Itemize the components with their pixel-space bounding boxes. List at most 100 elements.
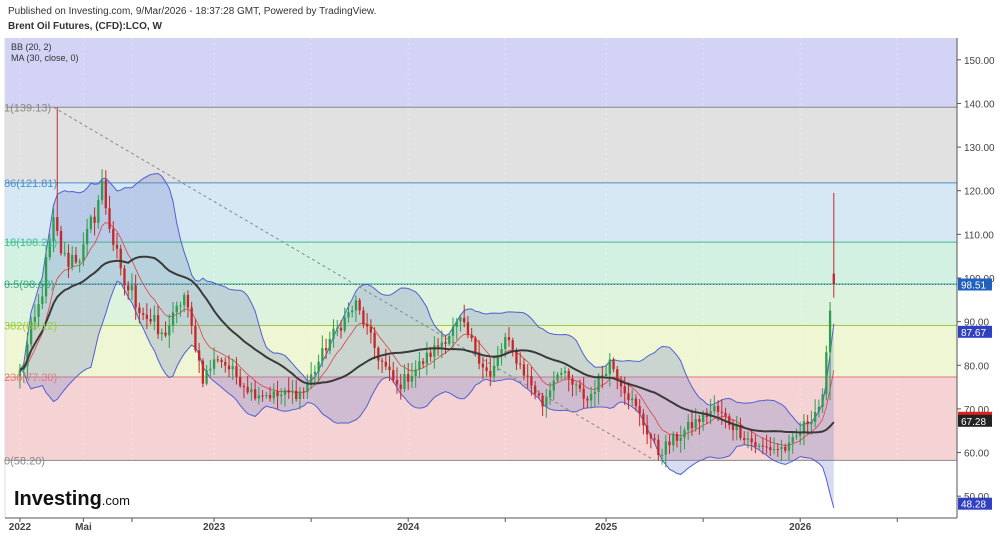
candle-body [645,425,649,435]
candle-body [799,433,802,436]
candle-body [582,388,585,399]
candle-body [526,375,529,377]
candle-body [48,240,51,258]
candle-body [403,374,406,389]
candle-body [395,380,399,385]
candle-body [791,437,794,443]
candle-body [265,395,268,397]
candle-body [492,366,496,377]
candle-body [246,386,249,393]
price-axis [957,38,1000,518]
investing-logo: Investing.com [14,488,130,510]
x-tick-label: 2024 [397,522,420,533]
candle-body [709,411,712,417]
candle-body [145,314,149,320]
candle-body [541,395,544,407]
candle-body [672,433,675,446]
candles [18,107,835,468]
candle-body [436,345,440,347]
fib-level-label: 86(121.81) [4,178,57,190]
candle-body [795,435,798,438]
candle-body [18,369,22,377]
candle-body [806,421,809,425]
candle-body [227,365,231,370]
y-tick-label: 140.00 [964,99,995,110]
x-tick-label: Mai [75,522,92,533]
candle-body [224,361,227,366]
candle-body [802,421,806,434]
candle-body [130,285,134,291]
candle-body [481,363,485,368]
candle-body [563,371,567,373]
candle-body [257,395,261,399]
candle-body [459,317,462,322]
candle-body [82,244,85,262]
candle-body [160,332,163,335]
candle-body [511,340,514,350]
y-tick-label: 120.00 [964,187,995,198]
candle-body [115,244,119,249]
candle-body [608,359,611,374]
candle-body [470,334,473,339]
candle-body [433,345,436,357]
candle-body [59,231,63,254]
candle-body [156,315,160,335]
candle-body [724,412,727,417]
y-tick-label: 90.00 [964,318,989,329]
candle-body [63,252,66,254]
candle-body [388,366,391,371]
candle-body [567,371,570,379]
candle-body [317,361,320,372]
fib-band [5,377,957,461]
price-badge [958,278,992,291]
candle-body [220,359,223,362]
candle-body [52,217,55,241]
y-tick-label: 130.00 [964,143,995,154]
candle-body [500,349,503,357]
bollinger-upper-line [19,172,835,426]
candle-body [519,363,522,365]
fib-level-label: 1(139.13) [4,102,51,114]
candle-body [362,310,365,325]
candle-body [239,376,242,387]
bollinger-lower-line [19,280,835,509]
candle-body [44,257,48,297]
candle-body [164,332,167,336]
candle-body [477,352,481,364]
price-badge-label: 67.28 [961,417,986,428]
candle-body [728,416,731,425]
candle-body [414,369,417,376]
candle-body [810,421,813,425]
candle-body [828,310,832,353]
candle-body [537,393,541,396]
bollinger-band-fill [19,173,834,508]
candle-body [235,366,238,377]
candle-body [757,445,761,447]
y-tick-label: 110.00 [964,230,994,241]
fib-band [5,325,957,378]
candle-body [813,411,817,422]
y-tick-label: 80.00 [964,361,989,372]
candle-body [448,335,451,344]
candle-body [821,394,824,407]
candle-body [507,337,511,341]
candle-body [231,366,234,370]
candle-body [85,229,89,245]
candle-body [97,200,100,223]
candle-body [701,412,705,422]
candle-body [141,313,145,315]
indicator-legend-item: MA (30, close, 0) [11,53,79,63]
candle-body [78,261,81,263]
candle-body [74,254,78,263]
candle-body [351,310,354,313]
candle-body [100,180,104,201]
candle-body [485,367,488,371]
candle-body [321,348,324,362]
candle-body [41,296,44,305]
candle-body [444,342,447,344]
candle-body [657,439,660,455]
candle-body [627,393,630,401]
candle-body [451,326,455,336]
candle-body [425,352,429,364]
